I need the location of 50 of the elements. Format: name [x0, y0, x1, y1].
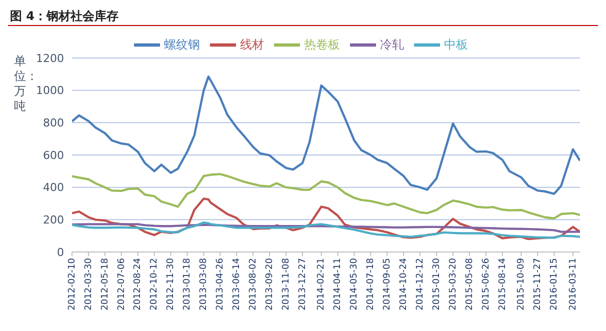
chart-title: 图 4：钢材社会库存	[9, 8, 120, 24]
x-tick-label: 2012-02-10	[67, 258, 78, 310]
x-tick-label: 2014-05-30	[350, 258, 360, 310]
x-tick-label: 2013-04-26	[216, 258, 226, 310]
legend-label: 线材	[240, 37, 264, 52]
x-tick-label: 2014-02-21	[316, 258, 327, 310]
x-tick-label: 2012-08-24	[133, 258, 144, 310]
x-tick-label: 2012-03-30	[84, 258, 94, 310]
x-tick-label: 2015-08-14	[498, 258, 508, 310]
line-series	[72, 221, 580, 239]
y-tick-label: 600	[43, 148, 64, 162]
x-tick-label: 2014-12-12	[415, 258, 426, 310]
x-tick-label: 2013-11-08	[281, 258, 292, 310]
x-tick-label: 2014-04-11	[333, 258, 344, 310]
x-tick-label: 2012-07-06	[116, 258, 127, 310]
y-tick-label: 400	[43, 181, 64, 194]
x-tick-label: 2013-06-14	[232, 258, 242, 310]
legend-label: 冷轧	[380, 37, 404, 52]
y-tick-label: 200	[43, 214, 64, 227]
x-tick-label: 2013-12-27	[298, 258, 308, 310]
x-tick-label: 2014-10-24	[399, 258, 409, 310]
x-tick-label: 2014-09-05	[382, 258, 393, 310]
y-axis-title: 单位：万吨	[14, 54, 38, 114]
x-tick-label: 2014-07-18	[366, 258, 376, 310]
x-tick-label: 2015-06-26	[481, 258, 492, 310]
x-tick-label: 2013-09-20	[264, 258, 275, 310]
y-tick-label: 1000	[36, 84, 64, 98]
legend-label: 中板	[444, 37, 468, 52]
x-tick-label: 2015-01-30	[432, 258, 442, 310]
y-tick-label: 0	[57, 246, 64, 259]
legend-label: 螺纹钢	[164, 37, 200, 52]
y-tick-label: 800	[43, 116, 64, 130]
x-tick-label: 2015-10-09	[516, 258, 527, 310]
x-tick-label: 2013-03-08	[199, 258, 210, 310]
x-tick-label: 2012-11-30	[166, 258, 176, 310]
line-series	[72, 198, 580, 240]
x-tick-label: 2016-01-15	[550, 258, 560, 310]
x-tick-label: 2016-03-11	[568, 258, 578, 310]
y-tick-label: 1200	[36, 52, 64, 65]
x-tick-label: 2012-10-12	[150, 258, 160, 310]
x-tick-label: 2013-08-02	[248, 258, 258, 310]
x-tick-label: 2012-05-18	[100, 258, 110, 310]
x-tick-label: 2015-11-27	[533, 258, 544, 310]
x-tick-label: 2015-03-20	[448, 258, 458, 310]
line-series	[72, 75, 580, 195]
x-tick-label: 2013-01-18	[182, 258, 193, 310]
legend-label: 热卷板	[304, 37, 340, 52]
x-tick-label: 2015-05-08	[464, 258, 475, 310]
line-series	[72, 172, 580, 220]
line-series	[72, 223, 580, 233]
